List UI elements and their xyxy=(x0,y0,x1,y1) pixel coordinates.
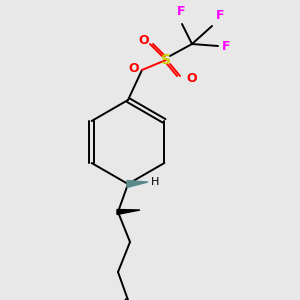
Text: H: H xyxy=(151,177,159,187)
Polygon shape xyxy=(117,209,140,214)
Text: F: F xyxy=(177,5,185,18)
Polygon shape xyxy=(127,181,148,188)
Text: S: S xyxy=(161,53,171,67)
Text: F: F xyxy=(222,40,230,52)
Text: O: O xyxy=(139,34,149,46)
Text: O: O xyxy=(186,71,196,85)
Text: F: F xyxy=(216,9,224,22)
Text: O: O xyxy=(129,61,139,74)
